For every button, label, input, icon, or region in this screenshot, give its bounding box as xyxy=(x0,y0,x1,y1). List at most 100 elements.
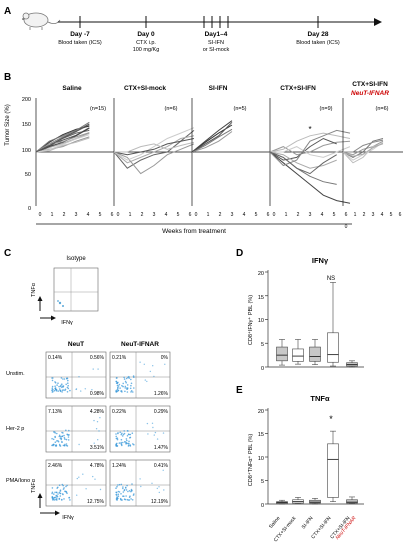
flow-dot xyxy=(123,430,125,432)
flow-dot xyxy=(121,432,123,435)
flow-dot xyxy=(131,483,133,485)
timeline-event-note: SI-IFN xyxy=(208,40,224,46)
flow-dot xyxy=(67,379,69,382)
flow-dot xyxy=(59,495,62,497)
flow-dot xyxy=(68,496,71,499)
timeline: Day -7 Blood taken (ICS) Day 0 CTX i.p. … xyxy=(58,16,382,53)
row-label: Unstim. xyxy=(6,371,25,377)
flow-dot xyxy=(54,382,57,384)
flow-dot xyxy=(117,432,119,434)
flow-dot xyxy=(122,385,124,388)
flow-dot xyxy=(116,390,119,393)
tumor-curve xyxy=(35,121,90,153)
timeline-event-note: CTX i.p. xyxy=(136,40,156,46)
flow-dot xyxy=(116,382,119,385)
tumor-ytick: 200 xyxy=(22,97,31,103)
flow-dot xyxy=(63,444,66,447)
flow-dot xyxy=(92,368,94,370)
tumor-xtick: 0 xyxy=(117,212,120,218)
flow-dot xyxy=(126,384,129,386)
flow-dot xyxy=(59,389,62,392)
tumor-xtick: 2 xyxy=(219,212,222,218)
tumor-growth-panel: Tumor Size (%) 0 50 100 150 200 Saline (… xyxy=(5,81,403,235)
quadrant-value: 0.21% xyxy=(112,355,127,361)
flow-dot xyxy=(116,438,119,441)
box-ytick: 15 xyxy=(258,432,264,438)
flow-dot xyxy=(117,495,120,498)
tumor-xtick: 4 xyxy=(321,212,324,218)
flow-dot xyxy=(54,387,56,390)
quadrant-value: 4.28% xyxy=(90,409,105,415)
flow-dot xyxy=(54,491,56,494)
tumor-ylabel: Tumor Size (%) xyxy=(5,104,11,145)
flow-dot xyxy=(154,431,157,434)
flow-dot xyxy=(51,389,53,392)
tumor-curve xyxy=(342,143,384,164)
tumor-xtick: 0 xyxy=(39,212,42,218)
flow-dot xyxy=(164,363,166,365)
flow-dot xyxy=(63,378,66,380)
flow-dot xyxy=(67,387,70,390)
panel-letter-a: A xyxy=(4,6,11,17)
flow-dot xyxy=(64,438,66,440)
quadrant-value: 0% xyxy=(161,355,169,361)
flow-dot xyxy=(65,438,68,441)
flow-dot xyxy=(65,383,67,386)
tumor-xlabel: Weeks from treatment xyxy=(162,228,226,235)
box-title: TNFα xyxy=(310,394,330,403)
box-ytick: 20 xyxy=(258,271,264,277)
isotype-dot xyxy=(57,300,59,302)
row-label: Her-2 p xyxy=(6,426,24,432)
tumor-curve xyxy=(113,138,195,156)
tumor-curve xyxy=(191,131,233,153)
flow-dot xyxy=(127,442,129,445)
flow-dot xyxy=(82,473,84,475)
flow-dot xyxy=(66,492,68,495)
flow-dot xyxy=(76,477,79,480)
flow-dot xyxy=(58,497,61,500)
flow-dot xyxy=(63,487,65,489)
flow-dot xyxy=(51,437,53,440)
flow-dot xyxy=(144,379,146,381)
flow-dot xyxy=(52,438,55,441)
flow-dot xyxy=(95,428,98,430)
flow-dot xyxy=(140,485,142,488)
tumor-ytick: 100 xyxy=(22,148,31,154)
flow-dot xyxy=(53,493,55,495)
tumor-curve xyxy=(269,137,337,161)
tumor-curve xyxy=(269,132,351,153)
tumor-xtick: 2 xyxy=(363,212,366,218)
flow-dot xyxy=(115,498,118,501)
timeline-event-day: Day 28 xyxy=(308,31,329,38)
flow-dot xyxy=(61,391,63,393)
quadrant-value: 0.14% xyxy=(48,355,63,361)
flow-dot xyxy=(56,440,58,442)
flow-dot xyxy=(58,388,61,390)
flow-dot xyxy=(139,478,141,480)
tumor-ytick: 50 xyxy=(25,172,31,178)
flow-dot xyxy=(63,434,65,437)
ifng-box-panel: IFNγ CD8⁺IFNγ⁺ PBL (%) 0 5 10 15 20 NS xyxy=(247,256,364,372)
flow-dot xyxy=(99,417,101,419)
flow-dot xyxy=(61,435,63,438)
box xyxy=(309,346,321,362)
flow-dot xyxy=(62,389,65,391)
tumor-xtick: 3 xyxy=(153,212,156,218)
flow-dot xyxy=(115,389,117,392)
tumor-xtick: 5 xyxy=(255,212,258,218)
flow-dot xyxy=(58,491,61,494)
flow-dot xyxy=(120,390,122,392)
tumor-curve xyxy=(191,121,233,153)
flow-dot xyxy=(67,384,69,387)
flow-dot xyxy=(91,389,93,391)
flow-dot xyxy=(66,484,68,487)
flow-dot xyxy=(128,375,130,378)
flow-plot xyxy=(109,351,171,399)
flow-dot xyxy=(51,495,54,498)
flow-dot xyxy=(65,429,67,432)
flow-dot xyxy=(125,442,128,445)
isotype-label: Isotype xyxy=(66,256,86,262)
flow-dot xyxy=(131,432,134,435)
flow-dot xyxy=(123,376,125,379)
flow-dot xyxy=(51,385,54,388)
